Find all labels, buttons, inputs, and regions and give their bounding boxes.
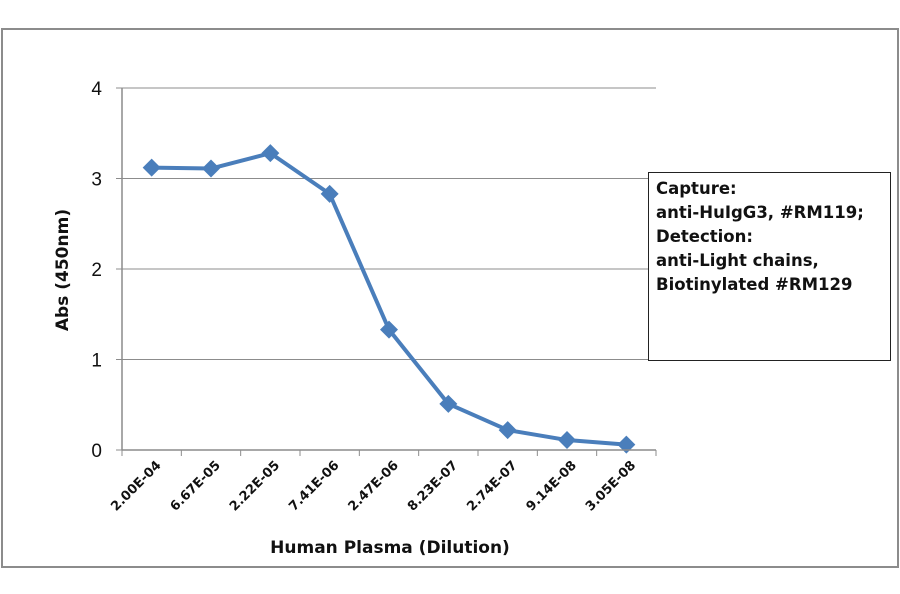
diamond-marker [320,184,339,203]
annotation-line: Biotinylated #RM129 [656,275,853,294]
x-tick-label: 8.23E-07 [405,458,461,514]
annotation-line: anti-Light chains, [656,251,819,270]
diamond-marker [261,144,280,163]
diamond-marker [558,431,576,450]
annotation-line: Capture: [656,179,737,198]
x-axis-title: Human Plasma (Dilution) [270,538,510,558]
diamond-marker [498,421,517,440]
diamond-marker [617,435,636,454]
chart-frame [1,28,899,568]
x-tick-label: 2.22E-05 [227,458,283,514]
data-line [151,151,627,447]
diamond-marker [439,394,458,413]
y-tick-label: 1 [91,351,102,372]
y-tick-label: 0 [91,441,102,462]
annotation-line: Detection: [656,227,753,246]
y-tick-label: 4 [91,79,102,100]
x-tick-label: 6.67E-05 [168,458,224,514]
x-tick-label: 2.74E-07 [464,458,520,514]
annotation-box: Capture: anti-HuIgG3, #RM119; Detection:… [648,172,891,361]
diamond-marker [142,158,161,177]
x-tick-label: 2.00E-04 [108,458,164,514]
x-tick-label: 2.47E-06 [346,458,402,514]
x-tick-label: 7.41E-06 [286,458,342,514]
x-tick-label: 3.05E-08 [583,458,639,514]
y-tick-label: 3 [91,170,102,191]
y-axis-title: Abs (450nm) [53,208,73,332]
y-tick-label: 2 [91,260,102,281]
x-tick-label: 9.14E-08 [524,458,580,514]
diamond-marker [202,159,220,178]
annotation-line: anti-HuIgG3, #RM119; [656,203,864,222]
diamond-marker [380,320,398,339]
